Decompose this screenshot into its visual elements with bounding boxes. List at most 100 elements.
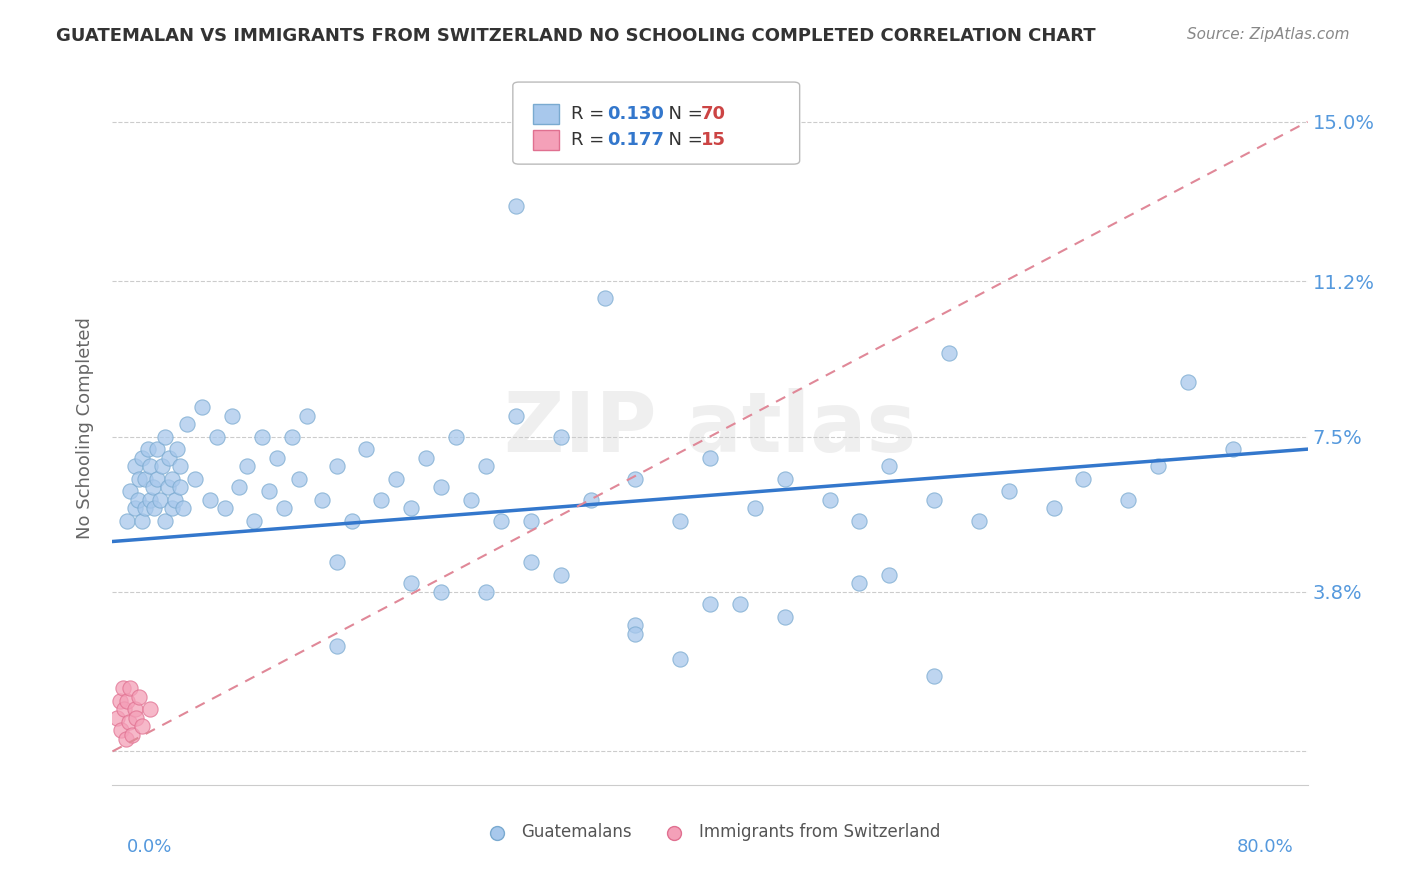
Point: [669, 652, 692, 666]
Point: [550, 429, 572, 443]
Point: [699, 450, 721, 465]
Point: [1222, 442, 1244, 457]
Text: 15: 15: [700, 130, 725, 149]
Point: [505, 409, 527, 423]
Point: [922, 492, 945, 507]
Point: [128, 690, 150, 704]
Point: [228, 480, 250, 494]
Point: [475, 585, 498, 599]
Point: [311, 492, 333, 507]
Point: [281, 429, 304, 443]
Point: [460, 492, 482, 507]
Point: [1118, 492, 1140, 507]
Point: [128, 471, 150, 485]
Point: [250, 429, 273, 443]
Point: [162, 500, 183, 515]
Point: [118, 714, 141, 729]
Point: [356, 442, 378, 457]
Text: R =: R =: [571, 105, 610, 123]
Point: [115, 731, 138, 746]
Point: [131, 450, 153, 465]
Point: [624, 471, 647, 485]
Text: GUATEMALAN VS IMMIGRANTS FROM SWITZERLAND NO SCHOOLING COMPLETED CORRELATION CHA: GUATEMALAN VS IMMIGRANTS FROM SWITZERLAN…: [56, 27, 1095, 45]
Y-axis label: No Schooling Completed: No Schooling Completed: [76, 318, 94, 539]
Text: N =: N =: [658, 130, 709, 149]
Point: [169, 458, 191, 473]
Point: [191, 400, 214, 414]
Point: [120, 484, 142, 499]
Point: [124, 702, 146, 716]
Point: [131, 514, 153, 528]
Point: [138, 442, 160, 457]
Point: [110, 723, 132, 738]
Point: [121, 728, 143, 742]
Point: [153, 514, 176, 528]
Point: [259, 484, 281, 499]
Point: [430, 480, 453, 494]
Point: [127, 492, 149, 507]
FancyBboxPatch shape: [533, 104, 560, 124]
Point: [998, 484, 1021, 499]
Point: [117, 694, 139, 708]
Point: [1042, 500, 1064, 515]
Point: [111, 681, 134, 696]
Point: [134, 471, 156, 485]
Point: [879, 568, 901, 582]
Point: [143, 500, 166, 515]
Point: [728, 598, 751, 612]
Point: [669, 514, 692, 528]
Point: [415, 450, 437, 465]
Point: [520, 556, 543, 570]
Point: [385, 471, 408, 485]
Point: [221, 409, 243, 423]
Text: 0.130: 0.130: [607, 105, 664, 123]
Point: [134, 500, 156, 515]
Text: R =: R =: [571, 130, 610, 149]
Point: [773, 471, 796, 485]
Point: [243, 514, 266, 528]
Text: 0.0%: 0.0%: [127, 838, 172, 856]
Point: [879, 458, 901, 473]
Point: [1177, 375, 1199, 389]
Point: [550, 568, 572, 582]
Text: 80.0%: 80.0%: [1237, 838, 1294, 856]
Point: [153, 429, 176, 443]
Point: [967, 514, 990, 528]
Point: [370, 492, 392, 507]
Point: [818, 492, 841, 507]
Point: [108, 694, 131, 708]
Point: [325, 640, 347, 654]
Point: [156, 480, 179, 494]
Point: [125, 711, 148, 725]
Point: [117, 514, 139, 528]
Point: [848, 514, 870, 528]
Point: [236, 458, 259, 473]
Text: N =: N =: [658, 105, 709, 123]
FancyBboxPatch shape: [513, 82, 800, 164]
Point: [340, 514, 363, 528]
Point: [146, 442, 169, 457]
Point: [288, 471, 311, 485]
Point: [157, 450, 180, 465]
Point: [150, 458, 173, 473]
Point: [120, 681, 142, 696]
Point: [325, 458, 347, 473]
Point: [139, 702, 162, 716]
Point: [198, 492, 221, 507]
Point: [444, 429, 467, 443]
Point: [744, 500, 766, 515]
Point: [266, 450, 288, 465]
Point: [773, 610, 796, 624]
Point: [214, 500, 236, 515]
Point: [489, 514, 512, 528]
Point: [401, 500, 423, 515]
Point: [172, 500, 194, 515]
Point: [505, 199, 527, 213]
Point: [165, 492, 187, 507]
Point: [183, 471, 205, 485]
Text: ZIP atlas: ZIP atlas: [503, 388, 917, 468]
Point: [273, 500, 295, 515]
Point: [295, 409, 318, 423]
Point: [162, 471, 183, 485]
Point: [624, 627, 647, 641]
